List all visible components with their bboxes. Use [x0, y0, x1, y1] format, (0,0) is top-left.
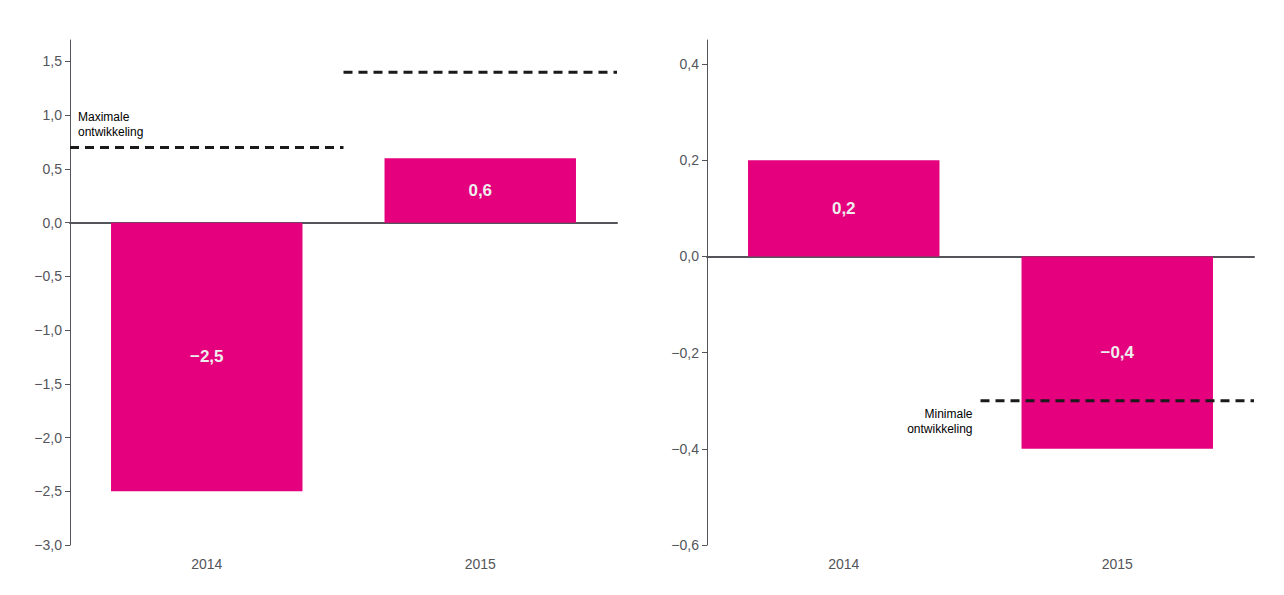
- svg-text:0,6: 0,6: [468, 181, 492, 200]
- svg-text:−3,0: −3,0: [34, 537, 62, 553]
- svg-text:−0,5: −0,5: [34, 268, 62, 284]
- svg-text:2014: 2014: [828, 556, 859, 572]
- svg-text:0,4: 0,4: [680, 56, 700, 72]
- svg-text:−0,2: −0,2: [671, 345, 699, 361]
- svg-text:2014: 2014: [191, 556, 222, 572]
- svg-text:1,0: 1,0: [43, 107, 63, 123]
- svg-text:−0,4: −0,4: [1100, 343, 1134, 362]
- svg-text:−2,0: −2,0: [34, 430, 62, 446]
- svg-text:0,0: 0,0: [43, 215, 63, 231]
- svg-text:0,2: 0,2: [832, 199, 856, 218]
- svg-text:2015: 2015: [1102, 556, 1133, 572]
- svg-text:0,2: 0,2: [680, 152, 700, 168]
- svg-text:−2,5: −2,5: [34, 483, 62, 499]
- svg-text:−2,5: −2,5: [190, 347, 224, 366]
- svg-text:0,5: 0,5: [43, 161, 63, 177]
- svg-text:−0,4: −0,4: [671, 441, 699, 457]
- svg-text:−0,6: −0,6: [671, 537, 699, 553]
- svg-text:ontwikkeling: ontwikkeling: [78, 125, 143, 139]
- svg-text:Maximale: Maximale: [78, 110, 130, 124]
- svg-text:Minimale: Minimale: [924, 407, 972, 421]
- svg-text:−1,0: −1,0: [34, 322, 62, 338]
- svg-text:ontwikkeling: ontwikkeling: [907, 422, 972, 436]
- svg-text:1,5: 1,5: [43, 53, 63, 69]
- svg-text:−1,5: −1,5: [34, 376, 62, 392]
- svg-text:2015: 2015: [465, 556, 496, 572]
- svg-text:0,0: 0,0: [680, 248, 700, 264]
